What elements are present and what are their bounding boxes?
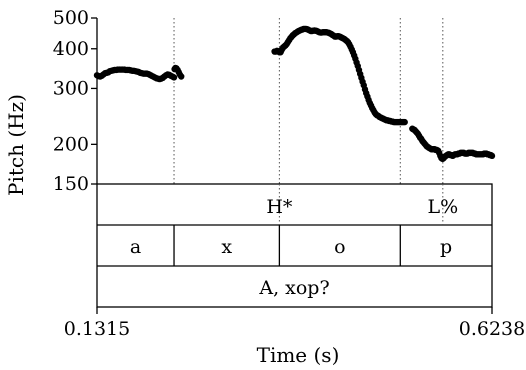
segment-label: o: [334, 236, 345, 258]
pitch-point: [178, 73, 185, 80]
tone-label: L%: [427, 196, 458, 218]
segment-label: p: [440, 236, 452, 258]
y-axis: 150 200 300 400 500: [53, 7, 98, 195]
utterance-label: A, xop?: [258, 277, 329, 299]
pitch-point: [170, 74, 178, 81]
y-tick-label: 400: [53, 38, 89, 60]
y-tick-label: 300: [53, 77, 89, 99]
y-tick-label: 500: [53, 7, 89, 29]
tier-frame: [96, 183, 493, 308]
y-tick-label: 200: [53, 133, 89, 155]
x-tick-label-start: 0.1315: [64, 318, 130, 340]
x-axis-title: Time (s): [257, 343, 340, 367]
pitch-point: [401, 118, 408, 126]
segment-label: a: [130, 236, 141, 258]
y-tick-label: 150: [53, 173, 89, 195]
boundary-guides: [173, 18, 444, 184]
y-axis-title: Pitch (Hz): [4, 94, 28, 196]
x-tick-label-end: 0.6238: [459, 318, 525, 340]
annotation-tiers: H* L% a x o p A, xop?: [96, 183, 493, 314]
tone-label: H*: [266, 196, 293, 218]
pitch-point: [488, 152, 496, 160]
pitch-points: [93, 25, 496, 163]
segment-label: x: [221, 236, 232, 258]
